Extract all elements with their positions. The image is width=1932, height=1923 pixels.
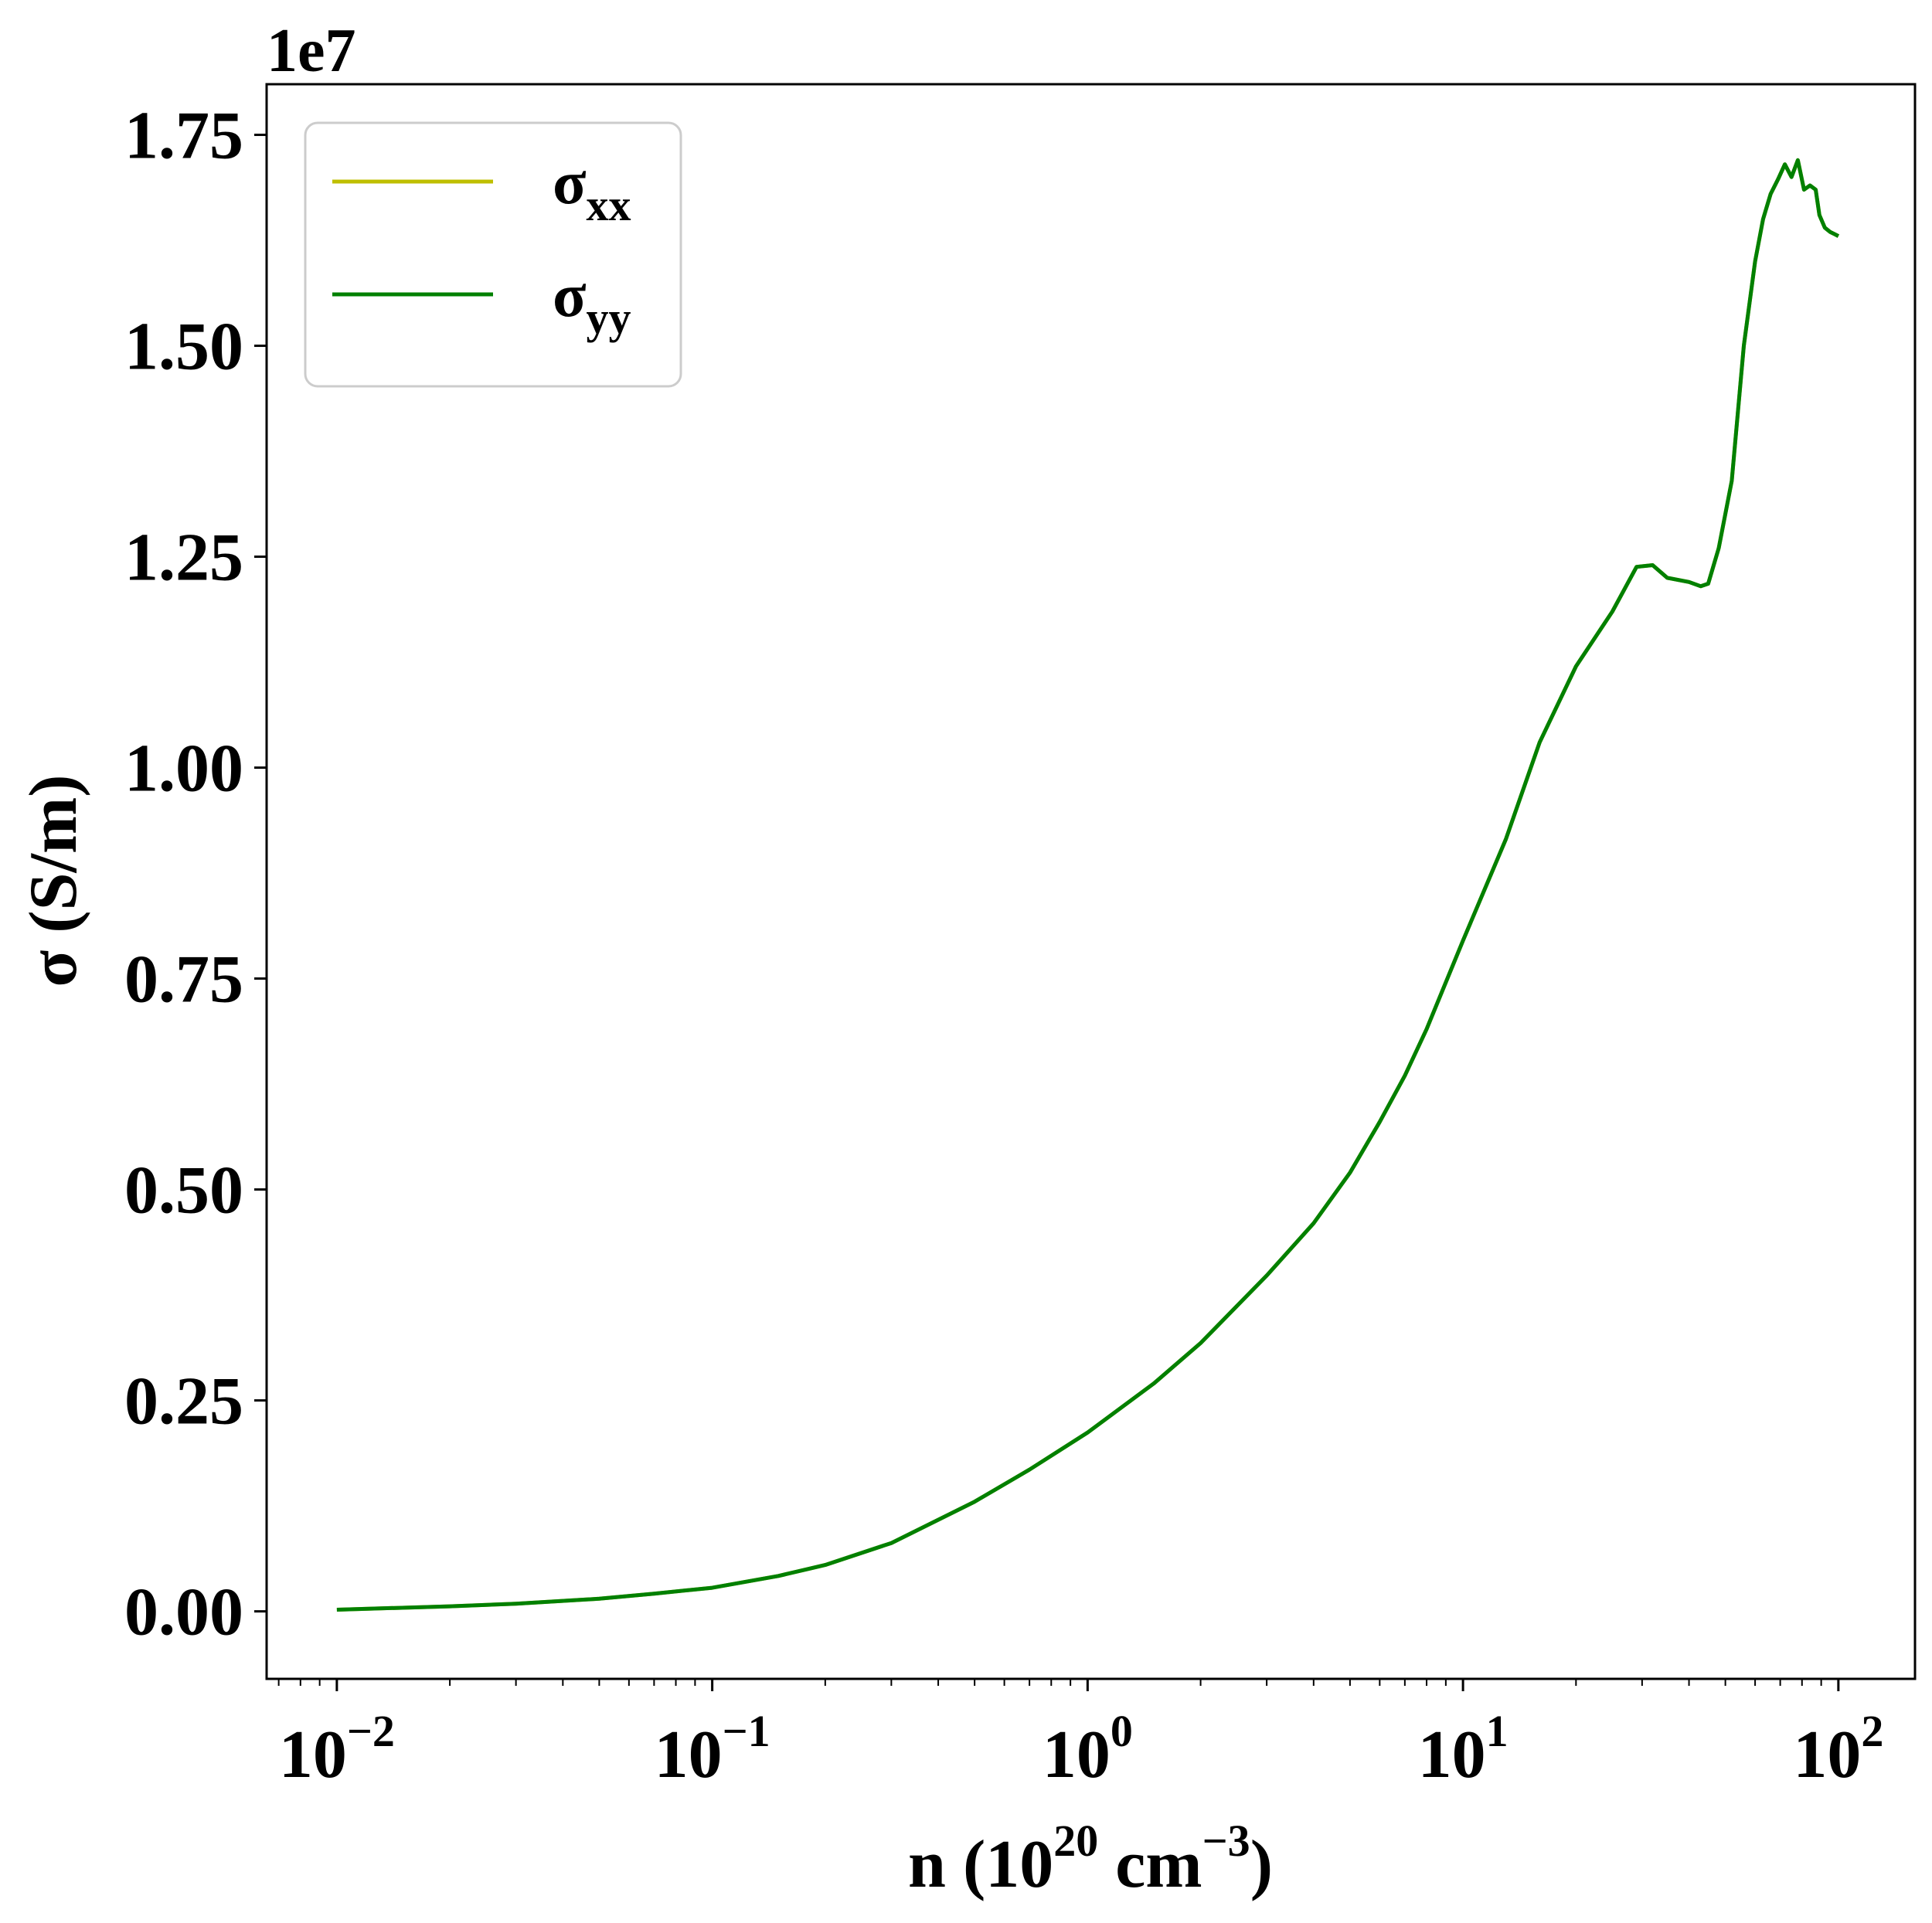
x-axis-label-exp2: −3	[1202, 1816, 1250, 1866]
y-tick-label-2: 0.50	[124, 1153, 243, 1228]
y-offset-label: 1e7	[267, 17, 356, 85]
y-tick-label-4: 1.00	[124, 732, 243, 807]
x-tick-label-2: 100	[1043, 1706, 1133, 1792]
x-axis-label: n (1020 cm−3)	[908, 1816, 1273, 1902]
plot-frame	[265, 83, 1917, 1680]
legend: σxx σyy	[304, 121, 682, 388]
legend-frame	[304, 121, 682, 388]
legend-label-sigma-yy: σyy	[553, 262, 631, 343]
y-tick-label-1: 0.25	[124, 1364, 243, 1439]
series-layer	[336, 158, 1840, 1612]
y-tick-label-0: 0.00	[124, 1575, 243, 1650]
x-tick-label-0: 10−2	[279, 1706, 395, 1792]
y-axis-label: σ (S/m)	[16, 774, 91, 987]
y-tick-label-7: 1.75	[124, 99, 243, 174]
x-axis-label-suffix: )	[1250, 1827, 1273, 1902]
x-axis-label-prefix: n (10	[908, 1827, 1053, 1902]
x-axis-label-unit: cm	[1098, 1827, 1202, 1902]
x-tick-label-3: 101	[1418, 1706, 1509, 1792]
y-tick-label-6: 1.50	[124, 310, 243, 385]
y-tick-label-5: 1.25	[124, 521, 243, 596]
series-line-1	[336, 158, 1840, 1612]
x-axis: 10−2 10−1 100 101 102	[277, 1679, 1883, 1792]
y-tick-label-3: 0.75	[124, 943, 243, 1018]
x-axis-label-exp1: 20	[1053, 1816, 1098, 1866]
legend-label-sigma-xx: σxx	[553, 149, 631, 230]
x-tick-label-4: 102	[1793, 1706, 1883, 1792]
x-tick-label-1: 10−1	[655, 1706, 770, 1792]
y-axis: 0.00 0.25 0.50 0.75 1.00 1.25 1.50 1.75	[124, 99, 267, 1650]
